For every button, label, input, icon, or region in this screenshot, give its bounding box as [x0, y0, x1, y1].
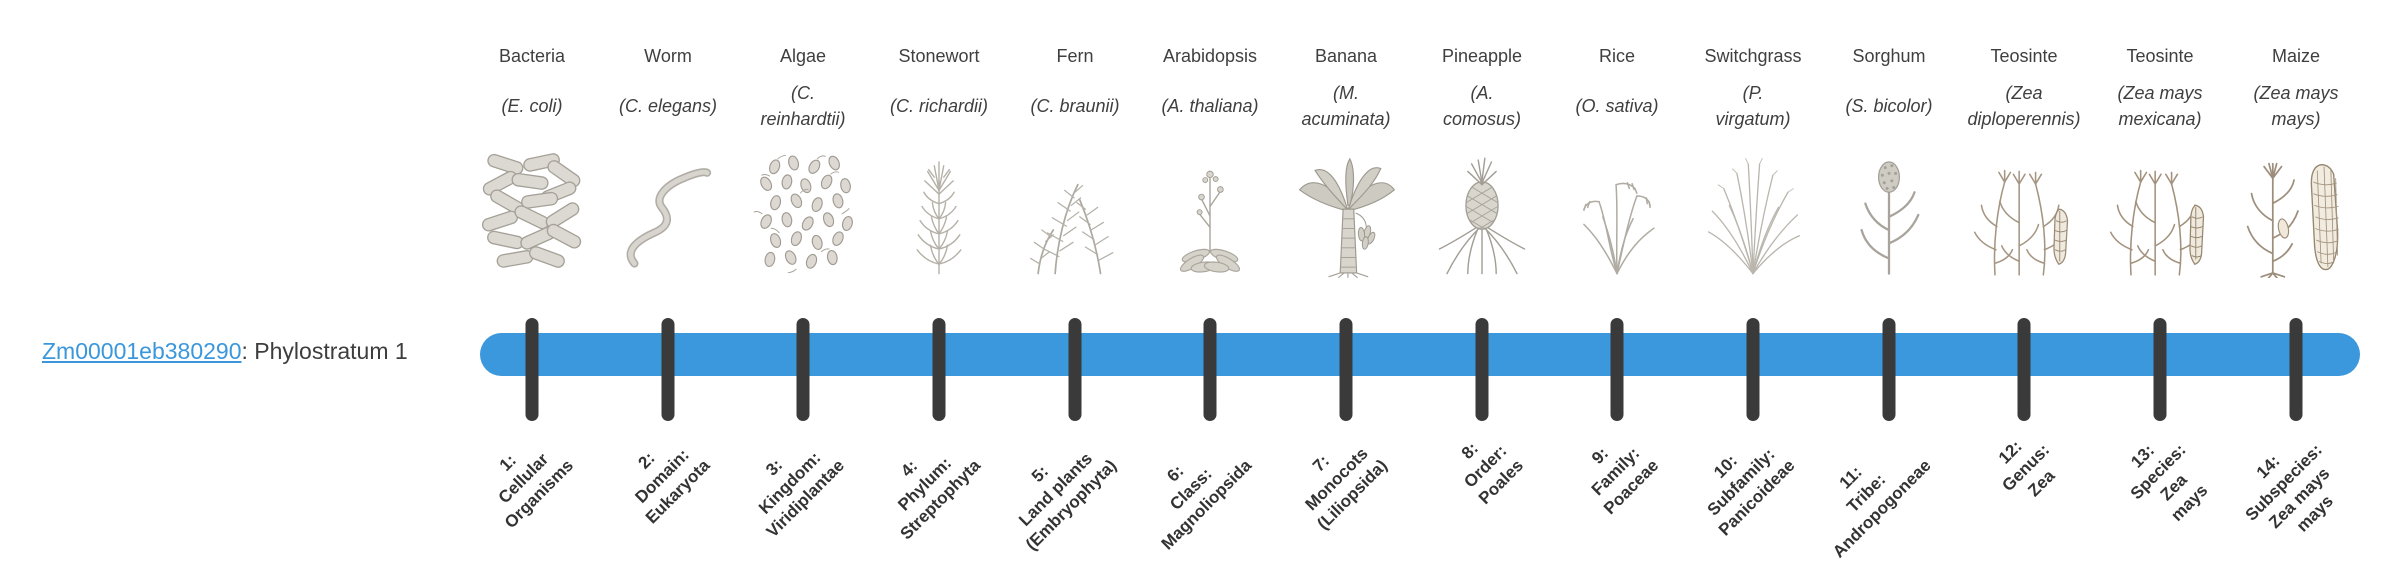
organism-column-pineapple: Pineapple (A. comosus): [1415, 44, 1549, 278]
tier-label-8: 8: Order: Poales: [1457, 438, 1528, 509]
organism-common-name: Rice: [1598, 46, 1635, 66]
tier-label-7: 7: Monocots (Liliopsida): [1301, 444, 1392, 534]
organism-column-bacteria: Bacteria (E. coli): [465, 44, 599, 278]
phylostratum-tick-3: [796, 318, 810, 421]
phylostratum-tick-1: [525, 318, 539, 421]
banana-icon: [1279, 140, 1413, 278]
organism-scientific-name: (A. comosus): [1442, 83, 1522, 129]
organism-column-banana: Banana (M. acuminata): [1279, 44, 1413, 278]
tier-label-10: 10: Subfamily: Panicoideae: [1703, 444, 1799, 540]
tier-label-2: 2: Domain: Eukaryota: [631, 445, 714, 528]
organism-scientific-name: (A. thaliana): [1161, 96, 1259, 116]
phylostratum-tick-8: [1475, 318, 1489, 421]
phylostratum-tick-14: [2289, 318, 2303, 421]
bacteria-icon: [465, 140, 599, 278]
phylostratum-bar: [480, 333, 2360, 376]
organism-scientific-name: (C. elegans): [618, 96, 718, 116]
tier-label-11: 11: Tribe: Andropogoneae: [1828, 455, 1935, 562]
organism-column-maize: Maize (Zea mays mays): [2229, 44, 2363, 278]
organism-common-name: Fern: [1056, 46, 1094, 66]
fern-icon: [1008, 140, 1142, 278]
tier-label-14: 14: Subspecies: Zea mays mays: [2241, 440, 2337, 536]
stonewort-icon: [872, 140, 1006, 278]
sorghum-icon: [1822, 140, 1956, 278]
tier-label-1: 1: Cellular Organisms: [494, 449, 578, 533]
phylostratum-tick-11: [1882, 318, 1896, 421]
teosinte-icon: [1957, 140, 2091, 278]
organism-column-fern: Fern (C. braunii): [1008, 44, 1142, 278]
phylostratum-tick-10: [1746, 318, 1760, 421]
organism-common-name: Teosinte: [1990, 46, 2058, 66]
organism-scientific-name: (C. braunii): [1030, 96, 1120, 116]
organism-scientific-name: (P. virgatum): [1715, 83, 1791, 129]
gene-id-link[interactable]: Zm00001eb380290: [42, 338, 242, 364]
organism-common-name: Bacteria: [498, 46, 566, 66]
organism-column-teosinte-diploperennis: Teosinte (Zea diploperennis): [1957, 44, 2091, 278]
rice-icon: [1550, 140, 1684, 278]
tier-label-5: 5: Land plants (Embryophyta): [1015, 449, 1121, 555]
phylostratum-tick-9: [1610, 318, 1624, 421]
arabidopsis-icon: [1143, 140, 1277, 278]
phylostratum-tick-6: [1203, 318, 1217, 421]
phylostratum-tick-4: [932, 318, 946, 421]
phylostratum-tick-12: [2017, 318, 2031, 421]
organism-common-name: Pineapple: [1441, 46, 1523, 66]
organism-column-arabidopsis: Arabidopsis (A. thaliana): [1143, 44, 1277, 278]
tier-label-3: 3: Kingdom: Viridiplantae: [755, 448, 849, 542]
organism-scientific-name: (E. coli): [501, 96, 563, 116]
organism-common-name: Arabidopsis: [1162, 46, 1258, 66]
organism-common-name: Stonewort: [898, 46, 980, 66]
organism-common-name: Banana: [1314, 46, 1378, 66]
phylostratum-tick-13: [2153, 318, 2167, 421]
organism-common-name: Switchgrass: [1704, 46, 1802, 66]
organism-column-teosinte-mexicana: Teosinte (Zea mays mexicana): [2093, 44, 2227, 278]
switchgrass-icon: [1686, 140, 1820, 278]
organism-scientific-name: (Zea mays mays): [2253, 83, 2339, 129]
tier-label-6: 6: Class: Magnoliopsida: [1157, 455, 1256, 554]
organism-column-sorghum: Sorghum (S. bicolor): [1822, 44, 1956, 278]
organism-common-name: Maize: [2271, 46, 2320, 66]
algae-icon: [736, 140, 870, 278]
worm-icon: [601, 140, 735, 278]
organism-column-rice: Rice (O. sativa): [1550, 44, 1684, 278]
organism-column-worm: Worm (C. elegans): [601, 44, 735, 278]
phylostratum-tick-5: [1068, 318, 1082, 421]
organism-common-name: Teosinte: [2126, 46, 2194, 66]
organism-common-name: Algae: [779, 46, 827, 66]
organism-column-stonewort: Stonewort (C. richardii): [872, 44, 1006, 278]
organism-column-switchgrass: Switchgrass (P. virgatum): [1686, 44, 1820, 278]
organism-scientific-name: (Zea mays mexicana): [2117, 83, 2203, 129]
tier-label-13: 13: Species: Zea mays: [2126, 440, 2212, 526]
organism-scientific-name: (O. sativa): [1575, 96, 1659, 116]
organism-scientific-name: (Zea diploperennis): [1967, 83, 2081, 129]
organism-scientific-name: (C. reinhardtii): [760, 83, 846, 129]
maize-icon: [2229, 140, 2363, 278]
tier-label-12: 12: Genus: Zea: [1995, 436, 2060, 501]
phylostratum-tick-7: [1339, 318, 1353, 421]
organism-scientific-name: (C. richardii): [889, 96, 988, 116]
organism-scientific-name: (M. acuminata): [1301, 83, 1391, 129]
organism-column-algae: Algae (C. reinhardtii): [736, 44, 870, 278]
organism-common-name: Worm: [644, 46, 692, 66]
tier-label-4: 4: Phylum: Streptophyta: [894, 453, 985, 544]
organism-common-name: Sorghum: [1852, 46, 1926, 66]
teosinte-ear-icon: [2093, 140, 2227, 278]
phylostratum-text: : Phylostratum 1: [241, 338, 408, 364]
tier-label-9: 9: Family: Poaceae: [1587, 443, 1663, 519]
gene-phylostratum-label: Zm00001eb380290: Phylostratum 1: [42, 338, 408, 365]
pineapple-icon: [1415, 140, 1549, 278]
organism-scientific-name: (S. bicolor): [1845, 96, 1933, 116]
phylostratum-tick-2: [661, 318, 675, 421]
